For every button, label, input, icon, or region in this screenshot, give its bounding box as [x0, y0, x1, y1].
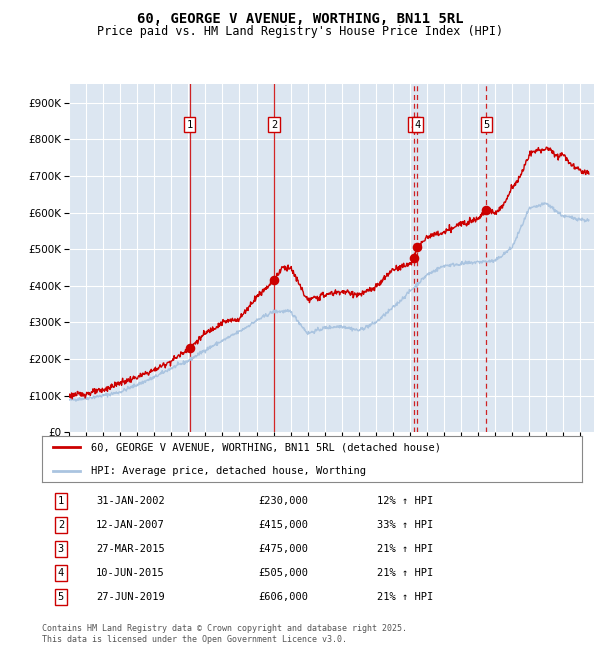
Text: 21% ↑ HPI: 21% ↑ HPI: [377, 592, 433, 603]
Text: 31-JAN-2002: 31-JAN-2002: [96, 496, 165, 506]
Point: [185, 343, 194, 353]
Text: 3: 3: [411, 120, 417, 130]
Text: £415,000: £415,000: [258, 520, 308, 530]
Text: 12-JAN-2007: 12-JAN-2007: [96, 520, 165, 530]
Text: 1: 1: [58, 496, 64, 506]
Text: £606,000: £606,000: [258, 592, 308, 603]
Text: 2: 2: [271, 120, 277, 130]
Text: 10-JUN-2015: 10-JUN-2015: [96, 568, 165, 578]
Text: 3: 3: [58, 544, 64, 554]
Text: £475,000: £475,000: [258, 544, 308, 554]
Text: HPI: Average price, detached house, Worthing: HPI: Average price, detached house, Wort…: [91, 465, 365, 476]
Text: 21% ↑ HPI: 21% ↑ HPI: [377, 544, 433, 554]
Text: 60, GEORGE V AVENUE, WORTHING, BN11 5RL (detached house): 60, GEORGE V AVENUE, WORTHING, BN11 5RL …: [91, 442, 440, 452]
Text: Contains HM Land Registry data © Crown copyright and database right 2025.: Contains HM Land Registry data © Crown c…: [42, 624, 407, 633]
Point: [269, 275, 279, 285]
Text: 2: 2: [58, 520, 64, 530]
Text: This data is licensed under the Open Government Licence v3.0.: This data is licensed under the Open Gov…: [42, 635, 347, 644]
Text: 12% ↑ HPI: 12% ↑ HPI: [377, 496, 433, 506]
Text: 33% ↑ HPI: 33% ↑ HPI: [377, 520, 433, 530]
Text: £505,000: £505,000: [258, 568, 308, 578]
Text: Price paid vs. HM Land Registry's House Price Index (HPI): Price paid vs. HM Land Registry's House …: [97, 25, 503, 38]
Text: 4: 4: [58, 568, 64, 578]
Text: £230,000: £230,000: [258, 496, 308, 506]
Point: [413, 242, 422, 253]
Text: 5: 5: [484, 120, 490, 130]
Text: 27-JUN-2019: 27-JUN-2019: [96, 592, 165, 603]
Text: 5: 5: [58, 592, 64, 603]
Text: 60, GEORGE V AVENUE, WORTHING, BN11 5RL: 60, GEORGE V AVENUE, WORTHING, BN11 5RL: [137, 12, 463, 26]
Text: 4: 4: [414, 120, 421, 130]
Point: [482, 205, 491, 216]
Point: [409, 253, 419, 264]
Text: 21% ↑ HPI: 21% ↑ HPI: [377, 568, 433, 578]
Text: 1: 1: [187, 120, 193, 130]
Text: 27-MAR-2015: 27-MAR-2015: [96, 544, 165, 554]
